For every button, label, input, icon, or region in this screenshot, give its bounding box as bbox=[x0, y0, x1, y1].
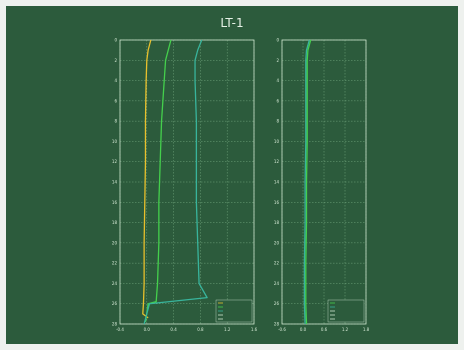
panel-1-y-tick-label: 0 bbox=[114, 38, 117, 43]
panel-2-x-tick-label: -0.6 bbox=[278, 327, 286, 332]
panel-1-y-tick-label: 24 bbox=[112, 281, 118, 286]
panel-1-plot-border bbox=[119, 39, 255, 325]
panel-1-y-tick-label: 20 bbox=[112, 240, 118, 245]
panel-2-y-tick-label: 10 bbox=[274, 139, 280, 144]
panel-1-y-tick-label: 16 bbox=[112, 200, 118, 205]
panel-1-y-tick-label: 26 bbox=[112, 301, 118, 306]
panel-2-y-tick-label: 8 bbox=[276, 119, 279, 124]
panel-2-y-tick-label: 16 bbox=[274, 200, 280, 205]
panel-1-y-tick-label: 22 bbox=[112, 261, 118, 266]
panel-1-x-tick-label: 0.0 bbox=[144, 327, 151, 332]
chart-canvas: -0.4 0.0 0.4 0.8 1.2 1.6024681012141618202224… bbox=[112, 38, 370, 333]
panel-1-legend-box bbox=[215, 299, 253, 323]
panel-1-y-tick-label: 6 bbox=[114, 98, 117, 103]
panel-1-y-tick-label: 14 bbox=[112, 180, 118, 185]
panel-2-y-tick-label: 28 bbox=[274, 322, 280, 327]
panel-1-series-line-3 bbox=[143, 39, 208, 325]
panel-1-x-tick-label: 0.8 bbox=[197, 327, 204, 332]
panel-2-y-tick-label: 0 bbox=[276, 38, 279, 43]
panel-2-y-tick-label: 2 bbox=[276, 58, 279, 63]
panel-2-y-tick-label: 24 bbox=[274, 281, 280, 286]
panel-1-y-tick-label: 4 bbox=[114, 78, 117, 83]
panel-1-y-tick-label: 8 bbox=[114, 119, 117, 124]
panel-2-x-tick-label: 1.2 bbox=[342, 327, 349, 332]
panel-1-y-tick-label: 12 bbox=[112, 159, 118, 164]
panel-2-x-tick-label: 1.8 bbox=[363, 327, 370, 332]
panel-2-y-tick-label: 12 bbox=[274, 159, 280, 164]
panel-2-series-line-2 bbox=[303, 39, 310, 325]
panel-2-y-tick-label: 4 bbox=[276, 78, 279, 83]
panel-1-series-line-2 bbox=[144, 39, 172, 323]
panel-1-y-tick-label: 28 bbox=[112, 322, 118, 327]
panel-1-x-tick-label: 0.4 bbox=[170, 327, 177, 332]
panel-2-y-tick-label: 26 bbox=[274, 301, 280, 306]
panel-2-y-tick-label: 6 bbox=[276, 98, 279, 103]
panel-2-y-tick-label: 14 bbox=[274, 180, 280, 185]
panel-2-x-tick-label: 0.0 bbox=[300, 327, 307, 332]
panel-1-x-tick-label: 1.6 bbox=[251, 327, 258, 332]
chart-title: LT-1 bbox=[220, 16, 244, 30]
panel-1-y-tick-label: 18 bbox=[112, 220, 118, 225]
panel-2-y-tick-label: 20 bbox=[274, 240, 280, 245]
panel-2-y-tick-label: 18 bbox=[274, 220, 280, 225]
chart-frame: LT-1 -0.4 0.0 0.4 0.8 1.2 1.6 0 2 4 6 8 10 12 14 16 18 2… bbox=[6, 6, 458, 344]
panel-2-legend-box bbox=[327, 299, 365, 323]
panel-1-series-line-1 bbox=[142, 39, 152, 319]
panel-1-x-tick-label: -0.4 bbox=[116, 327, 124, 332]
panel-1-y-tick-label: 2 bbox=[114, 58, 117, 63]
panel-2-y-tick-label: 22 bbox=[274, 261, 280, 266]
panel-2-series-line-1 bbox=[305, 39, 312, 325]
panel-2-x-tick-label: 0.6 bbox=[321, 327, 328, 332]
panel-1-x-tick-label: 1.2 bbox=[224, 327, 231, 332]
panel-2-plot-border bbox=[281, 39, 367, 325]
panel-1-y-tick-label: 10 bbox=[112, 139, 118, 144]
